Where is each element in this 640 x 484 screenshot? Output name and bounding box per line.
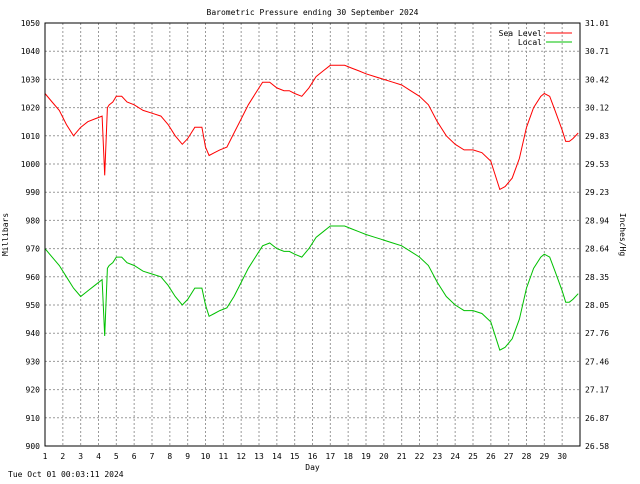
y-tick-label-left: 910 (26, 414, 41, 423)
y-tick-label-left: 990 (26, 188, 41, 197)
chart-title: Barometric Pressure ending 30 September … (207, 8, 419, 17)
x-tick-label: 25 (468, 452, 478, 461)
x-tick-label: 11 (219, 452, 229, 461)
legend-label: Local (518, 38, 542, 47)
x-tick-label: 1 (43, 452, 48, 461)
x-tick-label: 4 (96, 452, 101, 461)
x-tick-label: 30 (557, 452, 567, 461)
y-tick-label-left: 940 (26, 329, 41, 338)
x-axis-label: Day (305, 463, 320, 472)
x-tick-label: 22 (415, 452, 425, 461)
x-tick-label: 28 (522, 452, 532, 461)
y-axis-right-ticks: 26.58 26.87 27.17 27.46 27.76 28.05 28.35 28.64… (585, 19, 609, 451)
x-tick-label: 18 (343, 452, 353, 461)
series-line-sea-level (44, 64, 579, 191)
series-lines (44, 64, 579, 351)
y-tick-label-right: 28.94 (585, 216, 609, 225)
y-tick-label-left: 900 (26, 442, 41, 451)
x-tick-label: 2 (60, 452, 65, 461)
y-tick-label-left: 980 (26, 216, 41, 225)
y-axis-left-label: Millibars (1, 213, 10, 257)
y-tick-label-left: 1020 (21, 104, 40, 113)
y-tick-label-left: 1040 (21, 47, 40, 56)
y-tick-label-right: 29.83 (585, 132, 609, 141)
x-tick-label: 29 (540, 452, 550, 461)
series-line-local (44, 225, 579, 351)
y-tick-label-right: 30.12 (585, 104, 609, 113)
y-tick-label-left: 950 (26, 301, 41, 310)
y-axis-right-label: Inches/Hg (618, 213, 627, 257)
x-tick-label: 8 (167, 452, 172, 461)
x-tick-label: 17 (326, 452, 336, 461)
y-axis-left-ticks: 900 910 920 930 940 950 960 970 980 990 1000 1010 10… (21, 19, 40, 451)
y-tick-label-right: 27.76 (585, 329, 609, 338)
x-axis-ticks: 1 2 3 4 5 6 7 8 9 10 11 12 13 14 15 16 17 18 19 20 21 22 23 24 2… (43, 452, 568, 461)
x-tick-label: 23 (433, 452, 443, 461)
y-tick-label-left: 1050 (21, 19, 40, 28)
legend-label: Sea Level (499, 29, 543, 38)
x-tick-label: 9 (185, 452, 190, 461)
x-tick-label: 6 (132, 452, 137, 461)
grid (45, 23, 580, 446)
y-tick-label-left: 1010 (21, 132, 40, 141)
y-tick-label-left: 1030 (21, 75, 40, 84)
x-tick-label: 13 (254, 452, 264, 461)
y-tick-label-left: 920 (26, 386, 41, 395)
plot-frame (44, 22, 581, 447)
x-tick-label: 10 (201, 452, 211, 461)
y-tick-label-right: 26.58 (585, 442, 609, 451)
y-tick-label-right: 28.64 (585, 245, 609, 254)
x-tick-label: 27 (504, 452, 514, 461)
x-tick-label: 12 (236, 452, 246, 461)
y-tick-label-right: 31.01 (585, 19, 609, 28)
y-tick-label-right: 30.42 (585, 75, 609, 84)
y-tick-label-left: 970 (26, 245, 41, 254)
y-tick-label-left: 1000 (21, 160, 40, 169)
x-tick-label: 16 (308, 452, 318, 461)
y-tick-label-right: 29.53 (585, 160, 609, 169)
y-tick-label-left: 930 (26, 357, 41, 366)
y-tick-label-left: 960 (26, 273, 41, 282)
x-tick-label: 21 (397, 452, 407, 461)
footer-timestamp: Tue Oct 01 00:03:11 2024 (8, 470, 124, 479)
y-tick-label-right: 28.05 (585, 301, 609, 310)
x-tick-label: 26 (486, 452, 496, 461)
y-tick-label-right: 26.87 (585, 414, 609, 423)
x-tick-label: 24 (450, 452, 460, 461)
x-tick-label: 14 (272, 452, 282, 461)
x-tick-label: 7 (150, 452, 155, 461)
y-tick-label-right: 30.71 (585, 47, 609, 56)
x-tick-label: 15 (290, 452, 300, 461)
y-tick-label-right: 28.35 (585, 273, 609, 282)
x-tick-label: 3 (78, 452, 83, 461)
y-tick-label-right: 27.46 (585, 357, 609, 366)
x-tick-label: 5 (114, 452, 119, 461)
x-tick-label: 19 (361, 452, 371, 461)
y-tick-label-right: 27.17 (585, 386, 609, 395)
y-tick-label-right: 29.23 (585, 188, 609, 197)
x-tick-label: 20 (379, 452, 389, 461)
